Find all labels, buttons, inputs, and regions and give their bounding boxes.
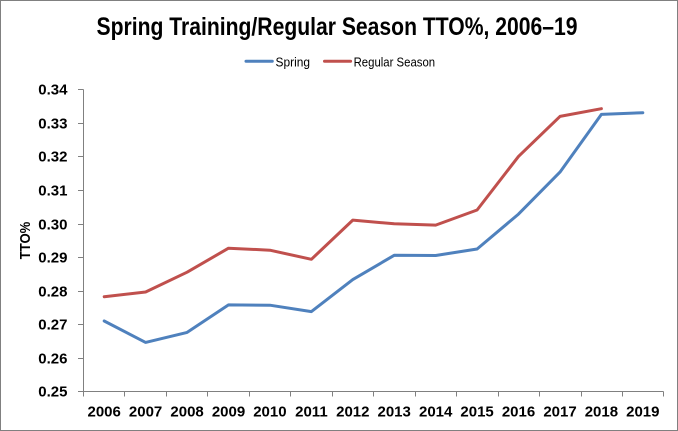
svg-text:0.32: 0.32 (38, 149, 67, 166)
svg-text:0.29: 0.29 (38, 250, 67, 267)
svg-text:0.28: 0.28 (38, 284, 67, 301)
svg-text:0.25: 0.25 (38, 384, 67, 401)
svg-text:0.33: 0.33 (38, 116, 67, 133)
svg-text:Spring Training/Regular Season: Spring Training/Regular Season TTO%, 200… (97, 13, 578, 41)
svg-text:2019: 2019 (626, 404, 659, 421)
svg-text:2016: 2016 (502, 404, 535, 421)
svg-text:0.31: 0.31 (38, 183, 67, 200)
svg-text:2018: 2018 (585, 404, 618, 421)
svg-text:0.27: 0.27 (38, 317, 67, 334)
svg-text:2015: 2015 (460, 404, 493, 421)
svg-text:0.30: 0.30 (38, 217, 67, 234)
svg-text:2017: 2017 (543, 404, 576, 421)
svg-text:0.34: 0.34 (38, 82, 68, 99)
svg-text:2009: 2009 (212, 404, 245, 421)
svg-text:0.26: 0.26 (38, 351, 67, 368)
svg-text:Regular Season: Regular Season (354, 54, 436, 69)
svg-text:2006: 2006 (88, 404, 121, 421)
svg-text:Spring: Spring (276, 54, 311, 69)
svg-text:2013: 2013 (378, 404, 411, 421)
svg-text:2010: 2010 (253, 404, 286, 421)
svg-text:2014: 2014 (419, 404, 453, 421)
svg-text:TTO%: TTO% (17, 222, 34, 260)
svg-text:2011: 2011 (295, 404, 328, 421)
svg-text:2007: 2007 (129, 404, 162, 421)
svg-text:2012: 2012 (336, 404, 369, 421)
svg-text:2008: 2008 (170, 404, 203, 421)
